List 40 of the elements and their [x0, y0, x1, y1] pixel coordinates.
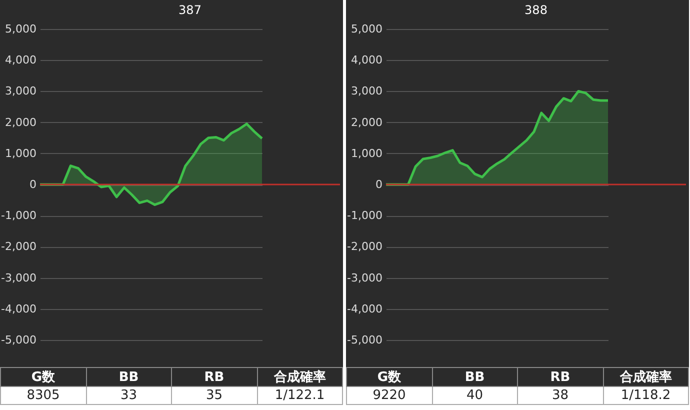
- y-tick-label: -3,000: [1, 271, 36, 284]
- y-tick-label: -1,000: [347, 209, 382, 222]
- text: G数: [0, 368, 86, 386]
- y-tick-label: -4,000: [1, 302, 36, 316]
- y-tick-label: 1,000: [351, 146, 382, 160]
- text: RB: [172, 368, 257, 386]
- y-tick-label: 0: [376, 178, 382, 191]
- y-tick-label: 4,000: [5, 54, 36, 67]
- y-tick-label: 1,000: [5, 146, 36, 160]
- y-tick-label: -2,000: [1, 240, 36, 254]
- text: 33: [86, 386, 172, 404]
- y-tick-label: -3,000: [347, 271, 382, 284]
- y-tick-label: -4,000: [347, 302, 382, 316]
- text: 40: [432, 386, 518, 404]
- text: RB: [518, 368, 603, 386]
- y-tick-label: -5,000: [347, 334, 382, 346]
- text: 38: [518, 386, 603, 404]
- y-tick-label: 5,000: [5, 22, 36, 36]
- text: BB: [86, 368, 172, 386]
- chart-title: 387: [178, 3, 202, 17]
- text: 合成確率: [257, 368, 342, 386]
- y-tick-label: 2,000: [351, 116, 382, 129]
- text: 1/122.1: [257, 386, 342, 404]
- y-tick-label: 3,000: [351, 84, 382, 98]
- y-tick-label: 4,000: [351, 54, 382, 67]
- text: G数: [346, 368, 432, 386]
- y-tick-label: 2,000: [5, 116, 36, 129]
- y-tick-label: -1,000: [1, 209, 36, 222]
- text: 35: [172, 386, 257, 404]
- text: 合成確率: [603, 368, 688, 386]
- y-tick-label: 0: [30, 178, 36, 191]
- y-tick-label: 5,000: [351, 22, 382, 36]
- text: 9220: [346, 386, 432, 404]
- text: 8305: [0, 386, 86, 404]
- y-tick-label: 3,000: [5, 84, 36, 98]
- text: 1/118.2: [603, 386, 688, 404]
- y-tick-label: -5,000: [1, 334, 36, 346]
- chart-title: 388: [524, 3, 548, 17]
- y-tick-label: -2,000: [347, 240, 382, 254]
- text: BB: [432, 368, 518, 386]
